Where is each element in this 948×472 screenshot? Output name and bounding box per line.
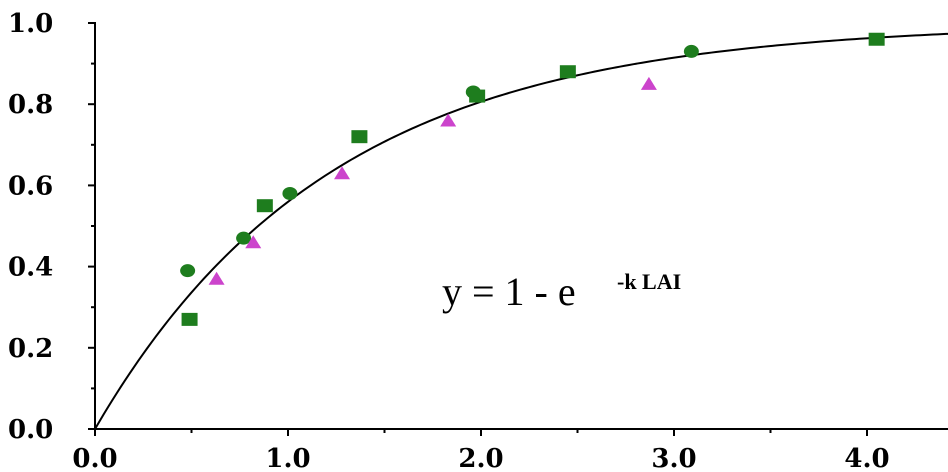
fit-curve <box>94 32 948 430</box>
data-point-square <box>559 65 576 79</box>
equation-main-text: y = 1 - e <box>442 269 576 314</box>
y-axis-ticks: 0.0 0.2 0.4 0.6 0.8 1.0 <box>8 9 95 445</box>
y-tick-label: 0.8 <box>8 90 53 120</box>
data-point-circle <box>683 44 699 58</box>
data-point-square <box>469 89 486 103</box>
equation-annotation: y = 1 - e <box>442 269 576 314</box>
data-point-triangle <box>334 166 351 180</box>
data-point-triangle <box>440 113 457 127</box>
data-point-circle <box>180 264 196 278</box>
x-tick-label: 0.0 <box>72 444 117 472</box>
x-tick-label: 4.0 <box>844 444 889 472</box>
y-tick-label: 0.6 <box>8 171 53 201</box>
y-tick-label: 0.4 <box>8 253 53 283</box>
x-tick-label: 1.0 <box>265 444 310 472</box>
data-markers <box>180 32 885 326</box>
y-tick-label: 0.2 <box>8 334 53 364</box>
x-tick-label: 2.0 <box>458 444 503 472</box>
plot-frame <box>94 22 948 430</box>
equation-superscript: -k LAI <box>617 269 681 294</box>
y-tick-label: 0.0 <box>8 415 53 445</box>
equation-exponent-text: -k LAI <box>617 269 681 294</box>
data-point-circle <box>282 187 298 201</box>
data-point-square <box>181 312 198 326</box>
y-tick-label: 1.0 <box>8 9 53 39</box>
data-point-square <box>351 130 368 144</box>
x-axis-ticks: 0.0 1.0 2.0 3.0 4.0 <box>72 429 890 472</box>
data-point-triangle <box>245 235 262 249</box>
data-point-square <box>256 199 273 213</box>
data-point-square <box>868 32 885 46</box>
data-point-triangle <box>640 76 657 90</box>
data-point-circle <box>236 231 252 245</box>
data-point-triangle <box>208 271 225 285</box>
x-tick-label: 3.0 <box>651 444 696 472</box>
